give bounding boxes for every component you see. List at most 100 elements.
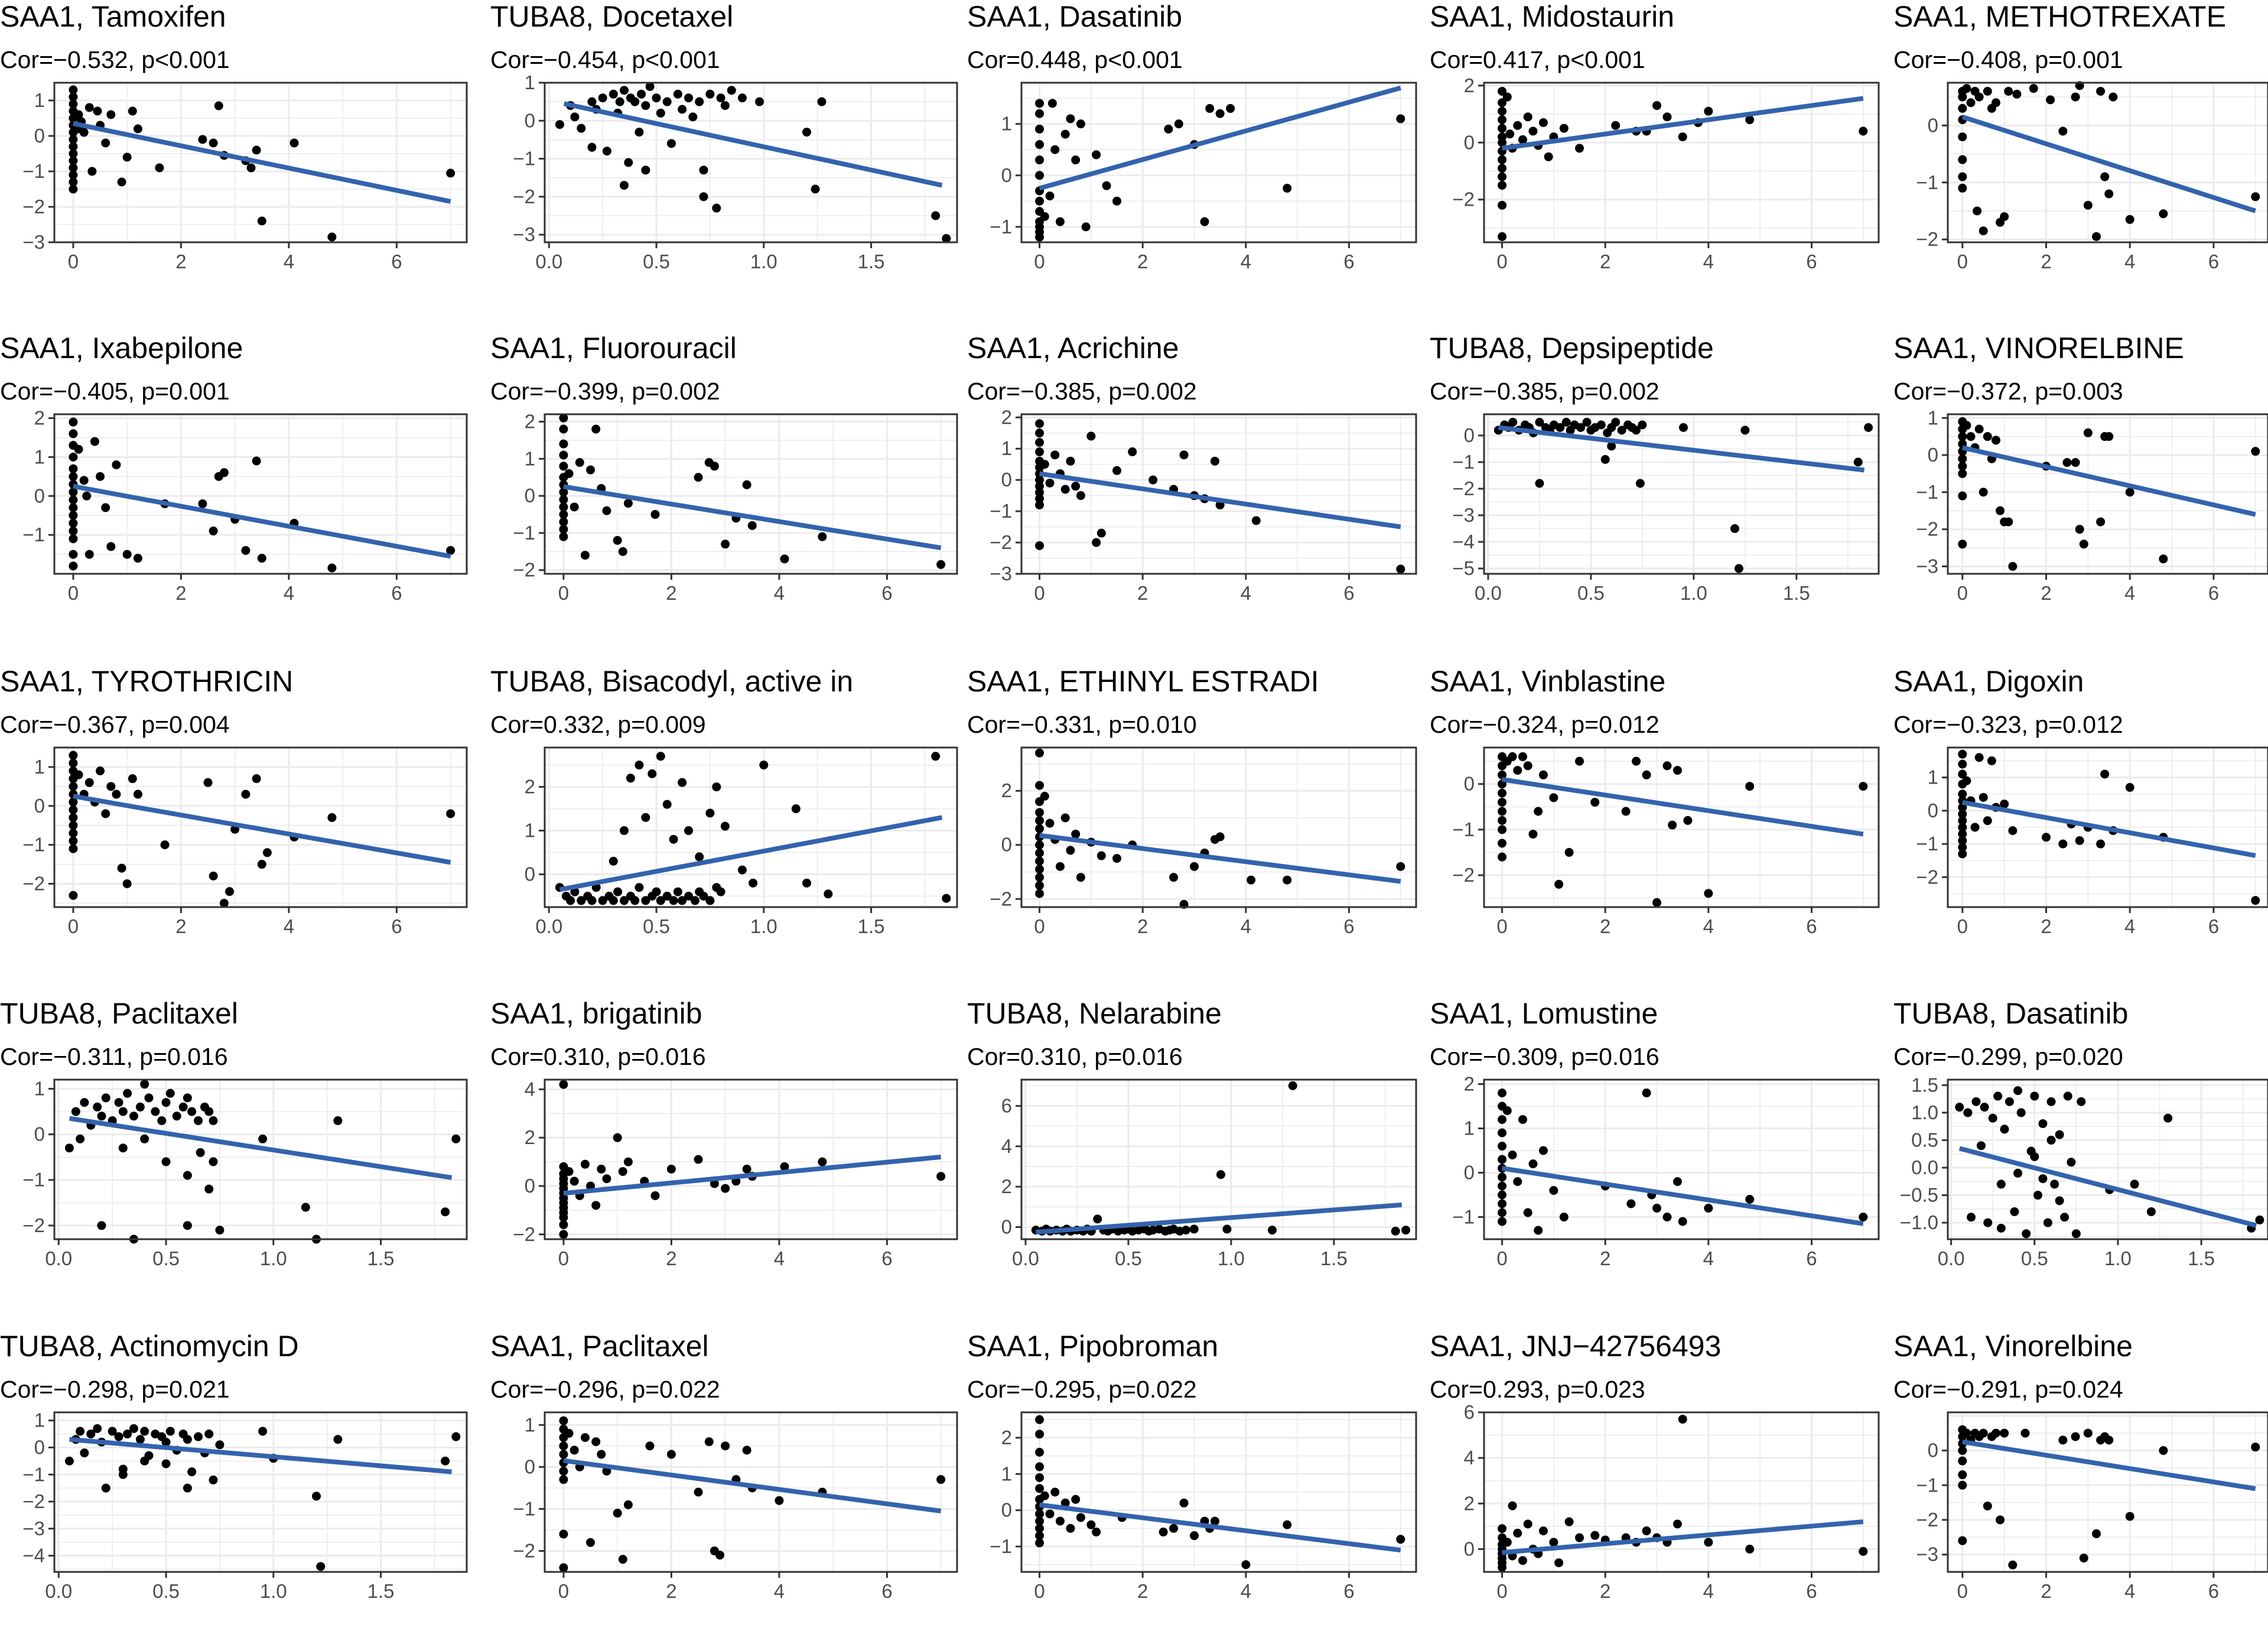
data-point: [2104, 432, 2114, 441]
data-point: [2022, 1229, 2031, 1239]
data-point: [1590, 798, 1600, 807]
data-point: [101, 503, 110, 512]
data-point: [209, 871, 218, 881]
y-tick-label: 2: [1001, 779, 1012, 801]
data-point: [705, 808, 715, 818]
x-tick-label: 6: [881, 1580, 892, 1602]
x-tick-label: 0: [1496, 1247, 1507, 1269]
x-tick-label: 4: [1703, 915, 1714, 937]
data-point: [615, 97, 624, 106]
data-point: [791, 804, 801, 814]
data-point: [112, 460, 121, 470]
data-point: [187, 1467, 197, 1477]
plot-border: [1020, 413, 1417, 575]
plot-border: [53, 746, 468, 908]
y-tick-label: −2: [990, 888, 1012, 909]
data-point: [1652, 1204, 1662, 1213]
y-tick-label: −3: [22, 1518, 45, 1539]
x-tick-label: 0: [1034, 251, 1044, 272]
data-point: [172, 1112, 181, 1121]
data-point: [1035, 494, 1044, 503]
data-point: [333, 1435, 343, 1444]
chart-subtitle: Cor=−0.295, p=0.022: [967, 1376, 1197, 1403]
data-point: [1958, 810, 1967, 818]
data-point: [1092, 538, 1101, 547]
data-point: [694, 473, 703, 482]
chart-title: TUBA8, Actinomycin D: [0, 1330, 299, 1363]
data-point: [620, 86, 629, 95]
data-point: [1050, 450, 1060, 460]
data-point: [641, 101, 650, 111]
data-point: [666, 139, 676, 148]
data-point: [684, 892, 694, 901]
x-tick-label: 2: [1600, 915, 1610, 937]
data-point: [69, 813, 78, 823]
data-point: [140, 1134, 149, 1143]
data-point: [1958, 829, 1967, 839]
scatter-plot: 0.0 0.5 1.0 1.5 −3 −2 −1 0 1: [513, 72, 958, 272]
x-tick-label: 2: [1600, 1247, 1610, 1269]
data-point: [1035, 1516, 1044, 1526]
data-point: [2146, 1207, 2156, 1216]
plot-border: [1020, 1411, 1417, 1573]
y-tick-label: 0: [1464, 131, 1475, 153]
data-point: [1979, 488, 1988, 497]
data-point: [178, 1102, 188, 1112]
chart-title: SAA1, TYROTHRICIN: [0, 665, 294, 698]
x-tick-label: 1.0: [750, 915, 777, 937]
data-point: [2083, 200, 2093, 210]
data-point: [129, 1424, 139, 1433]
chart-subtitle: Cor=−0.311, p=0.016: [0, 1043, 228, 1070]
data-point: [2096, 517, 2106, 527]
data-point: [82, 491, 92, 501]
x-tick-label: 2: [175, 582, 186, 604]
data-point: [2159, 209, 2168, 219]
data-point: [215, 1226, 224, 1235]
data-point: [86, 1429, 96, 1439]
x-tick-label: 1.5: [858, 915, 885, 937]
data-point: [747, 521, 757, 530]
x-tick-label: 4: [284, 915, 294, 937]
x-tick-label: 6: [881, 582, 892, 604]
chart-title: SAA1, Fluorouracil: [490, 332, 737, 365]
data-point: [1247, 875, 1256, 885]
data-point: [123, 1089, 132, 1098]
data-point: [2046, 95, 2055, 105]
data-point: [1590, 1531, 1600, 1540]
data-point: [1498, 798, 1507, 807]
data-point: [721, 1184, 730, 1193]
data-point: [641, 165, 650, 175]
y-tick-label: −1: [22, 1463, 45, 1485]
data-point: [645, 1441, 655, 1451]
y-tick-label: 0.0: [1911, 1156, 1938, 1178]
regression-line: [1039, 1502, 1401, 1553]
data-point: [721, 540, 730, 549]
data-point: [1035, 1448, 1044, 1457]
data-point: [2092, 232, 2101, 241]
data-point: [613, 1133, 622, 1142]
data-point: [1035, 171, 1044, 180]
y-tick-label: 1: [1001, 113, 1012, 135]
data-point: [1502, 1106, 1512, 1115]
data-point: [716, 887, 725, 896]
data-point: [559, 1080, 568, 1089]
data-point: [1859, 1213, 1868, 1221]
data-point: [666, 1450, 676, 1459]
data-point: [613, 1509, 622, 1518]
data-point: [69, 156, 78, 165]
data-point: [1958, 432, 1967, 441]
data-point: [559, 525, 568, 534]
plot-border: [1947, 746, 2268, 908]
chart-panel: SAA1, Ixabepilone Cor=−0.405, p=0.001 0 2 4 6…: [0, 332, 468, 633]
y-tick-label: −2: [22, 1214, 45, 1236]
y-tick-label: 1: [34, 89, 45, 111]
y-tick-label: −2: [22, 1490, 45, 1512]
chart-subtitle: Cor=0.310, p=0.016: [967, 1043, 1183, 1070]
data-point: [1050, 145, 1060, 154]
data-point: [1559, 124, 1569, 133]
data-point: [1498, 1208, 1507, 1217]
data-point: [559, 510, 568, 519]
data-point: [1498, 1142, 1507, 1151]
y-tick-label: 0: [1001, 834, 1012, 856]
x-tick-label: 6: [1343, 251, 1354, 272]
